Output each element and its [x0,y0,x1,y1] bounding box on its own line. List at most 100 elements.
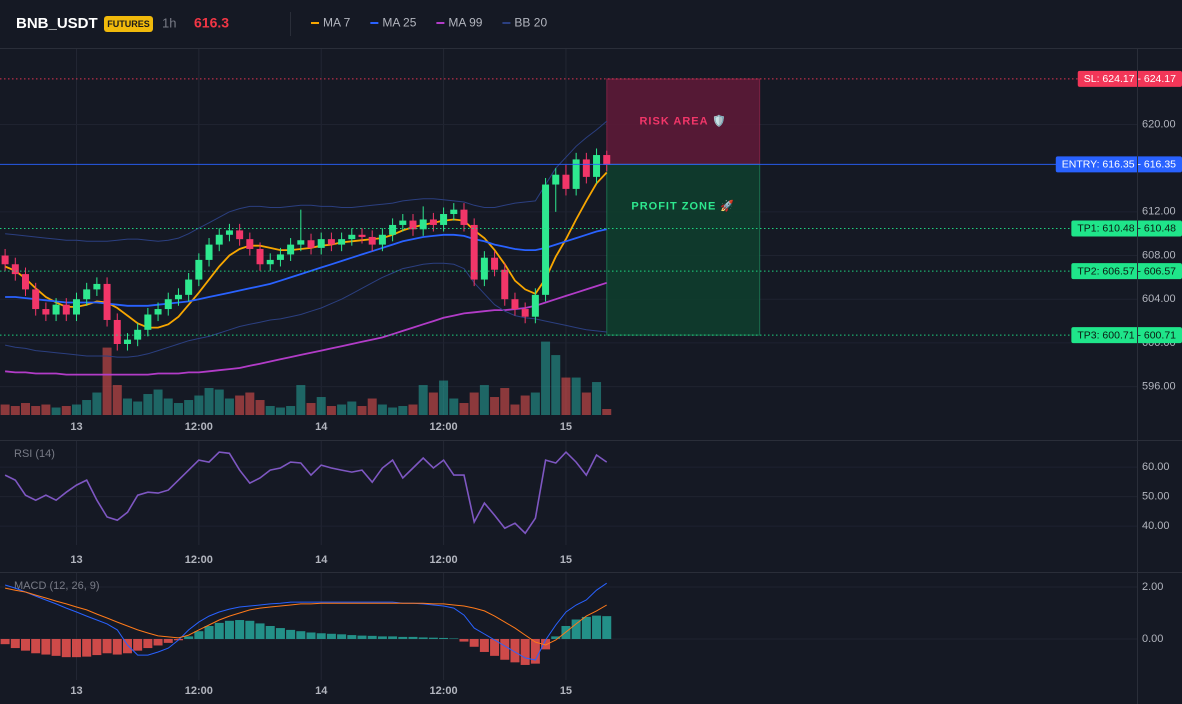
volume-bar [306,403,316,415]
histogram-bar [235,620,245,639]
histogram-bar [82,638,92,657]
candle-body [154,309,162,315]
x-tick-label: 12:00 [185,554,213,566]
volume-bar [418,385,428,415]
candle-body [246,239,254,249]
candle-body [62,304,70,315]
volume-bar [428,392,438,415]
x-tick-label: 12:00 [430,421,458,433]
histogram-bar [347,635,357,639]
y-tick-label: 60.00 [1142,461,1170,473]
histogram-bar [571,619,581,639]
histogram-bar [398,636,408,639]
candle-body [552,174,560,185]
volume-bar [347,401,357,415]
histogram-bar [459,638,469,642]
level-label-bg [1071,220,1182,237]
candle-body [572,159,580,189]
panel-title: MACD (12, 26, 9) [14,580,100,592]
symbol: BNB_USDT [16,15,98,32]
volume-bar [316,397,326,415]
volume-bar [163,398,173,415]
volume-bar [439,380,449,415]
y-tick-label: 50.00 [1142,491,1170,503]
volume-bar [31,406,41,415]
candle-body [603,155,611,165]
volume-bar [398,406,408,415]
histogram-bar [428,637,438,639]
level-label: TP2: 606.57 - 606.57 [1077,265,1176,277]
histogram-bar [71,638,81,658]
histogram-bar [490,638,500,656]
candle-body [440,214,448,225]
candle-body [358,234,366,237]
candle-body [562,174,570,189]
candle-body [297,240,305,245]
volume-bar [255,400,265,415]
y-tick-label: 620.00 [1142,118,1176,130]
volume-bar [408,404,418,415]
histogram-bar [520,638,530,665]
x-tick-label: 15 [560,685,572,697]
level-label: TP3: 600.71 - 600.71 [1077,329,1176,341]
volume-bar [388,407,398,415]
interval: 1h [162,15,176,30]
volume-bar [530,392,540,415]
candle-body [389,224,397,235]
candle-body [134,329,142,340]
indicator-line [4,582,607,661]
volume-bar [561,377,571,415]
candle-body [378,234,386,245]
histogram-bar [418,637,428,639]
histogram-bar [10,638,20,649]
y-tick-label: 2.00 [1142,581,1163,593]
badge: FUTURES [107,19,150,29]
histogram-bar [265,626,275,639]
volume-bar [581,392,591,415]
candle-body [205,244,213,260]
candle-body [1,255,9,265]
candle-body [103,283,111,320]
zone [606,163,761,336]
histogram-bar [439,637,449,639]
candle-body [83,289,91,300]
candle-body [460,209,468,225]
volume-bar [551,355,561,415]
level-label: SL: 624.17 - 624.17 [1084,73,1176,85]
histogram-bar [41,638,51,655]
histogram-bar [255,623,265,639]
histogram-bar [214,622,224,639]
candle-body [399,220,407,225]
legend-label: MA 7 [323,16,351,30]
volume-bar [61,406,71,415]
mid-layer [0,120,612,665]
x-tick-label: 12:00 [185,685,213,697]
histogram-bar [184,636,194,639]
volume-bar [143,394,153,415]
histogram-bar [204,626,214,639]
candle-body [480,257,488,280]
legend: MA 7 MA 25 MA 99 BB 20 [311,16,547,30]
histogram-bar [153,638,163,646]
volume-bar [449,398,459,415]
x-tick-label: 12:00 [430,554,458,566]
volume-bar [265,406,275,415]
candle-body [72,299,80,315]
volume-bar [102,347,112,415]
histogram-bar [592,615,602,639]
volume-bar [296,385,306,415]
histogram-bar [541,638,551,650]
histogram-bar [408,636,418,639]
zone-label: PROFIT ZONE 🚀 [631,200,735,213]
histogram-bar [163,638,173,643]
level-label: ENTRY: 616.35 - 616.35 [1062,159,1176,171]
histogram-bar [92,638,102,656]
candle-body [276,254,284,260]
last-price: 616.3 [194,15,229,31]
volume-bar [541,341,551,415]
volume-bar [275,407,285,415]
volume-bar [469,392,479,415]
histogram-bar [602,616,612,639]
candle-body [409,220,417,230]
histogram-bar [224,620,234,639]
